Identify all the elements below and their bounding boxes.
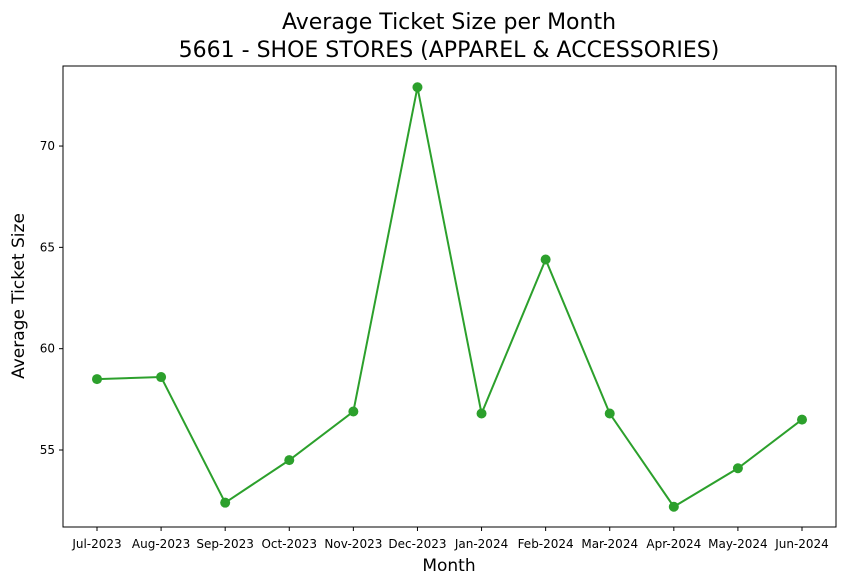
data-point bbox=[668, 501, 679, 512]
plot-area bbox=[62, 65, 837, 528]
data-point bbox=[156, 372, 167, 383]
x-axis: Jul-2023 Aug-2023 Sep-2023 Oct-2023 Nov-2023… bbox=[71, 527, 829, 551]
data-point bbox=[476, 408, 487, 419]
data-point bbox=[732, 463, 743, 474]
x-tick-label: Mar-2024 bbox=[581, 537, 638, 551]
x-tick-label: May-2024 bbox=[708, 537, 767, 551]
x-tick-label: Oct-2023 bbox=[261, 537, 317, 551]
data-point bbox=[604, 408, 615, 419]
data-point bbox=[797, 414, 807, 425]
series-group bbox=[92, 82, 807, 512]
data-point bbox=[412, 82, 423, 93]
data-point bbox=[540, 254, 551, 265]
y-tick-label: 70 bbox=[40, 139, 55, 153]
x-tick-label: Aug-2023 bbox=[132, 537, 190, 551]
x-tick-label: Dec-2023 bbox=[388, 537, 446, 551]
x-tick-label: Nov-2023 bbox=[324, 537, 382, 551]
x-tick-label: Jan-2024 bbox=[454, 537, 508, 551]
x-tick-label: Apr-2024 bbox=[646, 537, 701, 551]
x-tick-label: Jun-2024 bbox=[774, 537, 829, 551]
y-axis-label: Average Ticket Size bbox=[9, 213, 29, 379]
x-axis-label: Month bbox=[422, 556, 475, 576]
x-tick-label: Jul-2023 bbox=[71, 537, 121, 551]
y-tick-label: 55 bbox=[40, 443, 55, 457]
chart-title: Average Ticket Size per Month bbox=[282, 10, 616, 35]
y-tick-label: 65 bbox=[40, 240, 55, 254]
y-axis: 55 60 65 70 bbox=[40, 139, 63, 457]
chart-subtitle: 5661 - SHOE STORES (APPAREL & ACCESSORIE… bbox=[179, 38, 720, 63]
x-tick-label: Sep-2023 bbox=[196, 537, 254, 551]
y-tick-label: 60 bbox=[40, 342, 55, 356]
data-point bbox=[220, 497, 231, 508]
data-point bbox=[348, 406, 359, 417]
series-line bbox=[96, 87, 803, 509]
x-tick-label: Feb-2024 bbox=[518, 537, 574, 551]
data-point bbox=[284, 455, 295, 466]
data-point bbox=[92, 374, 102, 385]
